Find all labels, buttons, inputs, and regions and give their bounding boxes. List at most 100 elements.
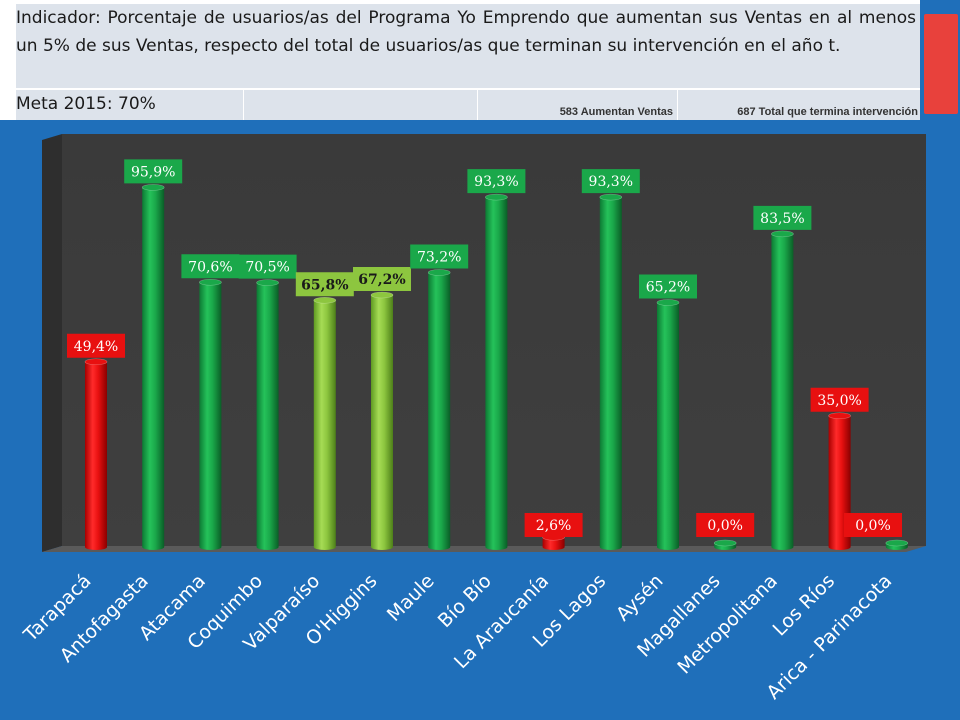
data-label-box-0 [67, 333, 125, 358]
data-label-box-12 [753, 205, 812, 230]
data-label-text-5: 67,2% [358, 272, 405, 288]
data-label-text-12: 83,5% [760, 211, 804, 227]
data-label-box-2 [181, 254, 240, 279]
increase-sales-count: 583 Aumentan Ventas [478, 90, 678, 120]
category-label-12: Metropolitana [673, 570, 782, 679]
bar-cap-3 [256, 279, 279, 286]
data-label-text-10: 65,2% [646, 280, 690, 296]
data-label-box-3 [238, 254, 297, 279]
bar-5 [371, 295, 393, 547]
bar-cap-6 [427, 269, 451, 276]
bar-cap-7 [485, 193, 508, 201]
data-label-13: 35,0% [810, 387, 869, 412]
bar-cap-13 [828, 412, 851, 420]
bar-4 [313, 300, 336, 547]
data-label-6: 73,2% [410, 244, 469, 269]
data-label-text-0: 49,4% [74, 339, 118, 355]
data-label-0: 49,4% [67, 333, 125, 358]
bar-8 [542, 537, 565, 547]
category-label-10: Aysén [612, 570, 668, 626]
bar-7 [485, 197, 508, 547]
data-label-10: 65,2% [639, 274, 697, 299]
data-label-text-14: 0,0% [855, 518, 891, 534]
data-label-4: 65,8% [295, 272, 354, 297]
empty-cell [244, 90, 478, 120]
bar-6 [428, 272, 451, 547]
bar-3 [256, 282, 279, 547]
data-label-box-7 [467, 169, 526, 194]
data-label-text-9: 93,3% [589, 174, 633, 190]
data-label-11: 0,0% [696, 513, 755, 537]
bar-base-6 [428, 544, 451, 550]
flag-blue-stripe [924, 0, 942, 10]
data-label-text-3: 70,5% [245, 260, 289, 276]
bar-cap-1 [141, 184, 165, 191]
bar-base-8 [542, 544, 565, 550]
bar-cap-10 [656, 299, 680, 306]
bar-cap-9 [599, 193, 623, 201]
data-label-text-4: 65,8% [301, 277, 348, 293]
bar-base-10 [657, 544, 679, 550]
data-label-box-9 [581, 169, 640, 194]
bar-base-2 [199, 544, 222, 550]
data-labels-group: 49,4% 95,9% 70,6% 70,5% 65,8% 67,2% 73,2% 93,3%… [67, 159, 902, 537]
bar-0 [85, 361, 107, 547]
data-label-text-2: 70,6% [188, 259, 232, 275]
data-label-text-6: 73,2% [417, 250, 461, 266]
data-label-box-1 [124, 159, 183, 184]
data-label-12: 83,5% [753, 205, 812, 230]
data-label-box-13 [810, 387, 869, 412]
bar-cap-11 [713, 539, 737, 547]
data-label-box-8 [524, 513, 583, 537]
data-label-text-11: 0,0% [707, 518, 743, 534]
bar-cap-12 [771, 230, 794, 238]
data-label-text-13: 35,0% [817, 393, 861, 409]
data-label-box-11 [696, 513, 755, 537]
bar-base-12 [771, 544, 794, 550]
bar-cap-0 [84, 358, 108, 366]
bars-group [84, 184, 909, 550]
bar-base-0 [85, 544, 107, 550]
bar-1 [142, 187, 165, 547]
data-label-1: 95,9% [124, 159, 183, 184]
bar-12 [771, 233, 794, 547]
indicator-description: Indicador: Porcentaje de usuarios/as del… [16, 4, 920, 88]
flag-red-stripe [924, 14, 958, 114]
bar-cap-5 [370, 291, 394, 299]
bar-base-5 [371, 544, 393, 550]
bar-base-1 [142, 544, 165, 550]
chart-side-wall [42, 134, 62, 552]
data-label-text-8: 2,6% [536, 518, 572, 534]
bar-base-7 [485, 544, 508, 550]
data-label-text-7: 93,3% [474, 174, 518, 190]
data-label-2: 70,6% [181, 254, 240, 279]
bar-base-9 [599, 544, 622, 550]
goal-row: Meta 2015: 70% 583 Aumentan Ventas 687 T… [16, 90, 920, 120]
total-finish-count: 687 Total que termina intervención [737, 106, 918, 118]
data-label-box-10 [639, 274, 697, 299]
data-label-8: 2,6% [524, 513, 583, 537]
bar-2 [199, 282, 222, 547]
bar-chart: 49,4% 95,9% 70,6% 70,5% 65,8% 67,2% 73,2% 93,3%… [19, 134, 926, 704]
bar-base-3 [256, 544, 279, 550]
bar-10 [657, 302, 679, 547]
data-label-box-6 [410, 244, 469, 269]
data-label-7: 93,3% [467, 169, 526, 194]
bar-cap-4 [313, 296, 337, 304]
goal-label: Meta 2015: 70% [16, 90, 244, 120]
data-label-9: 93,3% [581, 169, 640, 194]
data-label-box-4 [295, 272, 354, 297]
data-label-5: 67,2% [353, 267, 411, 291]
bar-base-4 [313, 544, 336, 550]
category-label-6: Maule [383, 570, 439, 626]
data-label-box-5 [353, 267, 411, 291]
bar-base-13 [828, 544, 851, 550]
data-label-box-14 [844, 513, 902, 537]
data-label-14: 0,0% [844, 513, 902, 537]
bar-cap-14 [885, 539, 909, 547]
bar-9 [599, 197, 622, 547]
bar-cap-2 [199, 278, 222, 286]
data-label-text-1: 95,9% [131, 164, 175, 180]
data-label-3: 70,5% [238, 254, 297, 279]
category-labels-group: TarapacáAntofagastaAtacamaCoquimboValpar… [19, 570, 896, 704]
